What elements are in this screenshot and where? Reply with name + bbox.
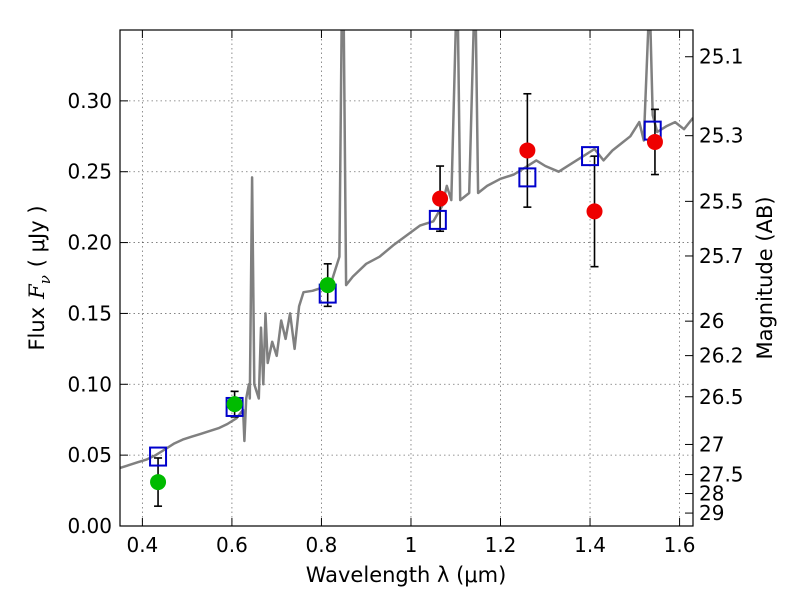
mag-tick-label: 26.5 (699, 385, 744, 409)
observed-flux-point (519, 142, 536, 159)
plot-background (120, 30, 693, 526)
y-axis-label-units: ( μJy ) (25, 205, 49, 267)
model-flux-square (428, 209, 447, 230)
y-tick-label: 0.25 (67, 160, 112, 184)
y-tick-label: 0.15 (67, 301, 112, 325)
y-tick-label: 0.05 (67, 443, 112, 467)
grid-lines (120, 30, 693, 527)
x-tick-label: 0.6 (216, 533, 248, 557)
y-axis-label-symbol: F (25, 283, 49, 300)
axis-ticks: 0.4 0.6 0.8 1 1.2 1.4 1.6 0.00 0.05 0.10 0.15 0.20 0… (67, 30, 744, 557)
y-axis-label-subscript: ν (36, 275, 54, 284)
y-axis-label-prefix: Flux (25, 307, 49, 351)
y-tick-label: 0.20 (67, 231, 112, 255)
observed-flux-point (319, 277, 336, 294)
mag-tick-label: 27.5 (699, 463, 744, 487)
mag-tick-label: 25.7 (699, 244, 744, 268)
y-axis-label: Flux Fν ( μJy ) (25, 205, 54, 350)
mag-tick-label: 25.1 (699, 45, 744, 69)
x-tick-label: 1.6 (664, 533, 696, 557)
x-axis-label: Wavelength λ (μm) (306, 563, 507, 587)
x-tick-label: 0.4 (126, 533, 158, 557)
sed-template-line (120, 30, 693, 470)
model-flux-square (581, 146, 600, 167)
y-tick-label: 0.30 (67, 89, 112, 113)
observed-flux-point (432, 190, 449, 207)
observed-flux-point (586, 203, 603, 220)
model-flux-square (518, 167, 537, 188)
mag-tick-label: 26 (699, 309, 724, 333)
x-tick-label: 1.4 (574, 533, 606, 557)
observed-flux-point (226, 396, 243, 413)
y-tick-label: 0.10 (67, 372, 112, 396)
x-tick-label: 0.8 (306, 533, 338, 557)
plot-area (120, 30, 693, 470)
right-axis-label: Magnitude (AB) (753, 196, 777, 359)
mag-tick-label: 28 (699, 482, 724, 506)
mag-tick-label: 25.5 (699, 189, 744, 213)
plot-frame (119, 29, 694, 527)
mag-tick-label: 29 (699, 501, 724, 525)
observed-flux-point (646, 133, 663, 150)
mag-tick-label: 25.3 (699, 124, 744, 148)
y-tick-label: 0.00 (67, 514, 112, 538)
observed-flux-point (150, 474, 167, 491)
model-flux-square (149, 446, 168, 467)
x-tick-label: 1 (405, 533, 418, 557)
mag-tick-label: 26.2 (699, 344, 744, 368)
mag-tick-label: 27 (699, 432, 724, 456)
data-markers (149, 120, 663, 491)
x-tick-label: 1.2 (485, 533, 517, 557)
